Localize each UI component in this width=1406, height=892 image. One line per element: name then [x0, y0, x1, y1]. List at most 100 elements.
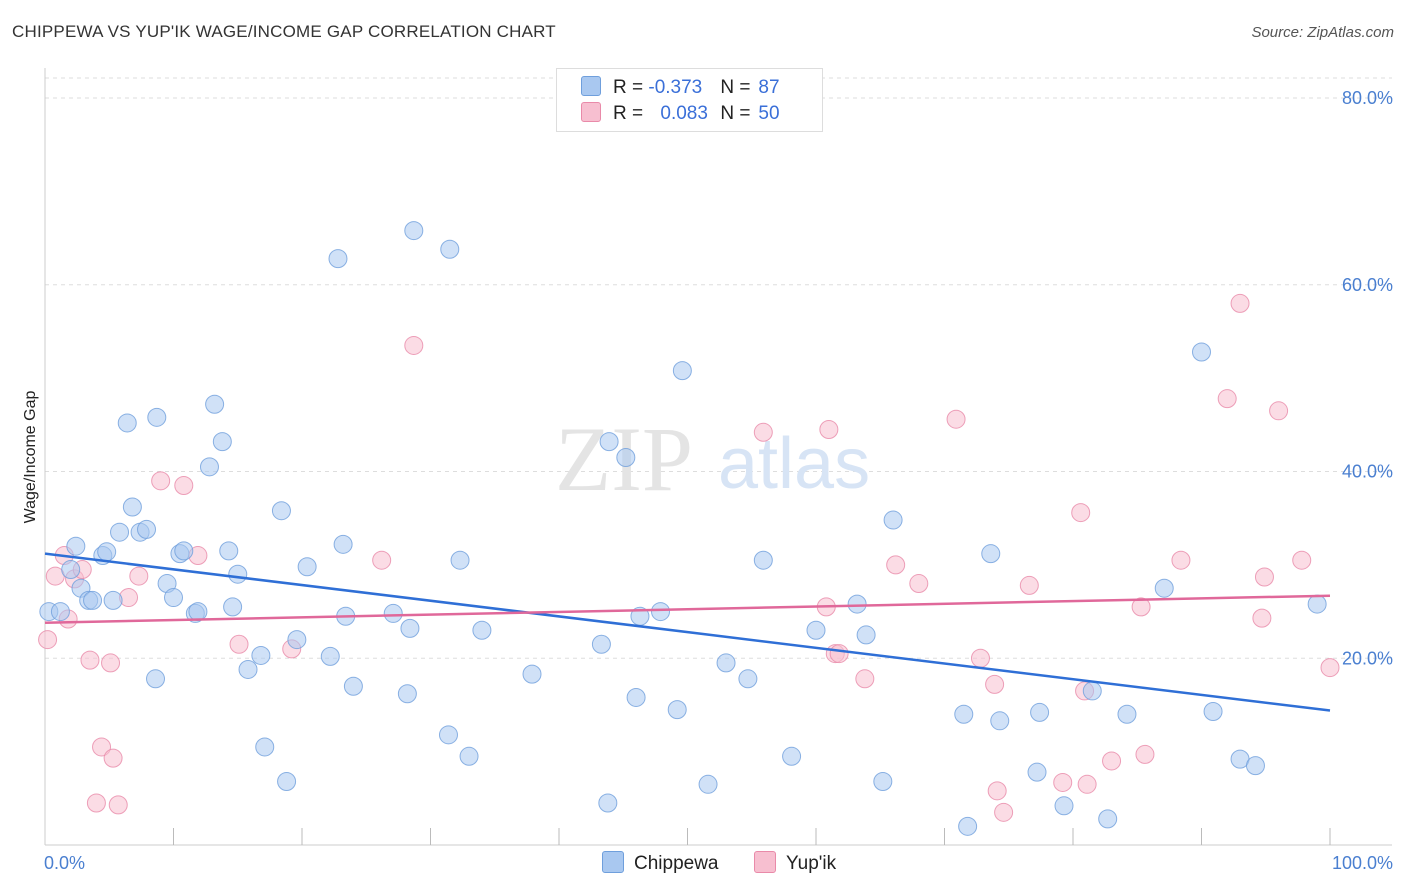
- chippewa-point: [383, 603, 403, 623]
- watermark-atlas: atlas: [718, 424, 870, 504]
- chippewa-point: [591, 634, 611, 654]
- chippewa-point: [459, 746, 479, 766]
- correlation-legend: R = -0.373 N = 87 R = 0.083 N = 50: [556, 68, 823, 132]
- yupik-point: [1254, 567, 1274, 587]
- chippewa-point: [271, 501, 291, 521]
- y-axis-label: Wage/Income Gap: [22, 391, 39, 524]
- chippewa-point: [450, 550, 470, 570]
- gridlines: [45, 77, 1392, 659]
- chippewa-point: [1054, 796, 1074, 816]
- chippewa-point: [522, 664, 542, 684]
- yupik-point: [229, 634, 249, 654]
- chippewa-n-value: 87: [758, 77, 780, 98]
- yupik-point: [1320, 658, 1340, 678]
- chippewa-point: [1192, 342, 1211, 362]
- chippewa-point: [397, 684, 417, 704]
- chippewa-point: [50, 602, 70, 622]
- trend-lines: [44, 552, 1331, 712]
- yupik-point: [86, 793, 106, 813]
- chippewa-point: [228, 564, 248, 584]
- chippewa-point: [117, 413, 137, 433]
- yupik-point: [1252, 608, 1272, 628]
- legend-item-yupik[interactable]: Yup'ik: [754, 851, 836, 875]
- y-tick-label: 80.0%: [1342, 88, 1393, 108]
- yupik-r-value: 0.083: [660, 103, 708, 124]
- y-tick-label: 40.0%: [1342, 462, 1393, 482]
- yupik-point: [987, 781, 1007, 801]
- yupik-point: [886, 555, 906, 575]
- yupik-point: [103, 748, 123, 768]
- chippewa-point: [716, 653, 736, 673]
- yupik-point: [108, 795, 128, 815]
- yupik-point: [1102, 751, 1122, 771]
- chippewa-point: [205, 394, 225, 414]
- yupik-point: [119, 588, 139, 608]
- chippewa-swatch: [581, 76, 601, 96]
- chippewa-point: [219, 541, 239, 561]
- yupik-point: [372, 550, 392, 570]
- yupik-point: [1171, 550, 1191, 570]
- chippewa-point: [83, 590, 103, 610]
- chippewa-point: [174, 541, 194, 561]
- chippewa-point: [328, 249, 348, 269]
- yupik-point: [819, 419, 839, 439]
- chippewa-point: [212, 432, 232, 452]
- chippewa-point: [110, 522, 130, 542]
- chippewa-point: [651, 602, 671, 622]
- legend-r-label: R =: [613, 103, 649, 124]
- chippewa-point: [698, 774, 718, 794]
- legend-row-yupik: R = 0.083 N = 50: [581, 102, 780, 128]
- yupik-point: [1135, 744, 1155, 764]
- yupik-point: [151, 471, 171, 491]
- chippewa-point: [287, 630, 307, 650]
- chippewa-point: [1307, 594, 1327, 614]
- yupik-point: [1071, 503, 1091, 523]
- chippewa-point: [1098, 809, 1118, 829]
- yupik-legend-swatch: [754, 851, 776, 873]
- chippewa-point: [782, 746, 802, 766]
- yupik-point: [970, 648, 990, 668]
- chippewa-point: [1117, 704, 1137, 724]
- legend-r-label: R =: [613, 77, 649, 98]
- chippewa-point: [147, 407, 167, 427]
- yupik-point: [1217, 389, 1237, 409]
- chippewa-r-value: -0.373: [648, 77, 703, 98]
- chippewa-point: [753, 550, 773, 570]
- chippewa-point: [954, 704, 974, 724]
- chippewa-trend-line: [44, 552, 1331, 712]
- chippewa-point: [981, 544, 1001, 564]
- chippewa-point: [164, 588, 183, 608]
- chippewa-point: [103, 590, 123, 610]
- chippewa-point: [199, 457, 219, 477]
- chippewa-point: [400, 618, 420, 638]
- chart-title: CHIPPEWA VS YUP'IK WAGE/INCOME GAP CORRE…: [12, 22, 556, 41]
- yupik-point: [1077, 774, 1097, 794]
- chippewa-point: [188, 602, 208, 622]
- chippewa-point: [320, 646, 340, 666]
- yupik-point: [909, 574, 929, 594]
- yupik-point: [829, 644, 849, 664]
- yupik-point: [994, 802, 1014, 822]
- tick-labels: 20.0% 40.0% 60.0% 80.0% 0.0% 100.0%: [44, 88, 1393, 873]
- y-tick-label: 60.0%: [1342, 275, 1393, 295]
- chippewa-point: [1154, 578, 1174, 598]
- legend-item-chippewa[interactable]: Chippewa: [602, 851, 719, 875]
- yupik-point: [753, 422, 773, 442]
- chippewa-point: [404, 221, 424, 241]
- chippewa-point: [223, 597, 243, 617]
- yupik-point: [1019, 575, 1039, 595]
- yupik-swatch: [581, 102, 601, 122]
- yupik-n-value: 50: [758, 103, 780, 124]
- chippewa-point: [137, 519, 157, 539]
- x-tick-label-min: 0.0%: [44, 853, 85, 873]
- chippewa-point: [599, 432, 619, 452]
- chippewa-point: [990, 711, 1010, 731]
- chippewa-point: [122, 497, 142, 517]
- chippewa-point: [66, 536, 86, 556]
- chippewa-point: [1030, 702, 1050, 722]
- chippewa-point: [598, 793, 618, 813]
- chippewa-point: [343, 676, 363, 696]
- yupik-point: [1292, 550, 1312, 570]
- chippewa-point: [438, 725, 458, 745]
